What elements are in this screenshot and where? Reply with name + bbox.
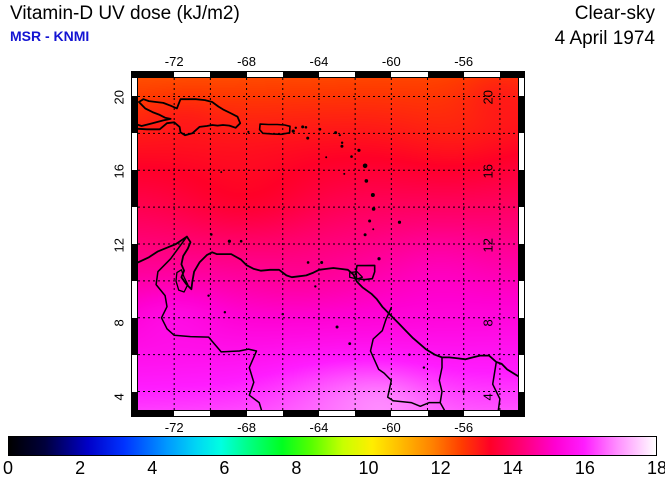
- xaxis-top-tick--56: -56: [454, 54, 474, 69]
- axis-frame-tick: [519, 280, 524, 318]
- xaxis-top-tick--64: -64: [309, 54, 329, 69]
- axis-frame-tick: [132, 354, 137, 392]
- axis-frame-tick: [519, 133, 524, 171]
- colorbar-tick-4: 4: [147, 458, 158, 478]
- yaxis-left-tick-16: 16: [111, 164, 127, 179]
- axis-frame-left: [131, 71, 138, 417]
- yaxis-left-tick-12: 12: [111, 238, 127, 253]
- axis-frame-bottom: [131, 410, 525, 417]
- colorbar-block: 0 2 4 6 8 10 12 14 16 18: [0, 436, 665, 480]
- map-plot-area: [138, 78, 518, 410]
- axis-frame-tick: [519, 207, 524, 244]
- xaxis-bottom-tick--68: -68: [237, 420, 256, 435]
- axis-frame-tick: [246, 72, 283, 77]
- xaxis-top-tick--72: -72: [164, 54, 184, 69]
- axis-frame-tick: [519, 354, 524, 392]
- yaxis-right-tick-12: 12: [480, 238, 496, 253]
- axis-frame-tick: [174, 72, 211, 77]
- colorbar-tick-16: 16: [574, 458, 595, 478]
- yaxis-right-tick-4: 4: [480, 392, 496, 401]
- yaxis-left-tick-4: 4: [111, 392, 127, 401]
- colorbar-tick-10: 10: [358, 458, 379, 478]
- colorbar-tick-0: 0: [2, 458, 13, 478]
- graticule-grid: [138, 78, 518, 410]
- colorbar-tick-8: 8: [291, 458, 302, 478]
- xaxis-bottom-tick--56: -56: [454, 420, 474, 435]
- xaxis-top-tick--60: -60: [381, 54, 401, 69]
- axis-frame-tick: [519, 78, 524, 97]
- axis-frame-tick: [246, 411, 283, 416]
- axis-frame-tick: [391, 72, 428, 77]
- axis-frame-right: [518, 71, 525, 417]
- colorbar-tick-2: 2: [75, 458, 86, 478]
- xaxis-bottom-tick--72: -72: [164, 420, 184, 435]
- colorbar-tick-12: 12: [430, 458, 451, 478]
- xaxis-top-tick--68: -68: [237, 54, 256, 69]
- axis-frame-tick: [318, 411, 356, 416]
- yaxis-left-tick-20: 20: [111, 90, 127, 105]
- date-label: 4 April 1974: [554, 28, 655, 49]
- map-figure: [131, 71, 525, 417]
- axis-frame-tick: [132, 133, 137, 171]
- xaxis-bottom-tick--60: -60: [381, 420, 401, 435]
- colorbar-gradient: [8, 436, 657, 456]
- axis-frame-tick: [132, 280, 137, 318]
- yaxis-right-tick-16: 16: [480, 164, 496, 179]
- yaxis-left-tick-8: 8: [111, 319, 127, 327]
- axis-frame-tick: [463, 411, 500, 416]
- axis-frame-tick: [463, 72, 500, 77]
- page-title: Vitamin-D UV dose (kJ/m2): [10, 3, 240, 24]
- yaxis-right-tick-8: 8: [480, 319, 496, 327]
- axis-frame-tick: [318, 72, 356, 77]
- xaxis-bottom-tick--64: -64: [309, 420, 329, 435]
- axis-frame-tick: [132, 207, 137, 244]
- colorbar-tick-6: 6: [219, 458, 230, 478]
- colorbar-tick-14: 14: [502, 458, 523, 478]
- header: Vitamin-D UV dose (kJ/m2) MSR - KNMI Cle…: [0, 0, 665, 52]
- axis-frame-tick: [132, 78, 137, 97]
- data-source-label: MSR - KNMI: [10, 28, 90, 44]
- axis-frame-tick: [174, 411, 211, 416]
- yaxis-right-tick-20: 20: [480, 90, 496, 105]
- coastline-overlay: [138, 98, 518, 410]
- sky-condition-label: Clear-sky: [574, 3, 655, 24]
- axis-frame-top: [131, 71, 525, 78]
- axis-frame-tick: [391, 411, 428, 416]
- colorbar-tick-18: 18: [646, 458, 665, 478]
